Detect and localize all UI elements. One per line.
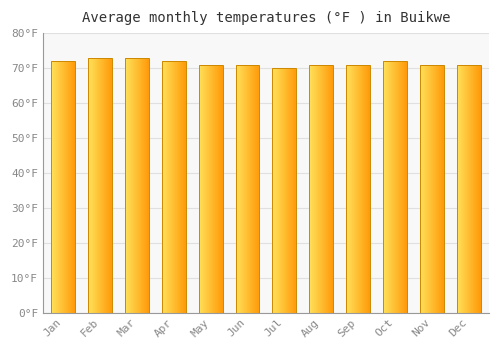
Title: Average monthly temperatures (°F ) in Buikwe: Average monthly temperatures (°F ) in Bu…	[82, 11, 450, 25]
Bar	[88, 58, 112, 313]
Bar	[52, 61, 75, 313]
Bar	[309, 65, 333, 313]
Bar	[236, 65, 260, 313]
Bar	[383, 61, 407, 313]
Bar	[162, 61, 186, 313]
Bar	[198, 65, 222, 313]
Bar	[125, 58, 149, 313]
Bar	[272, 68, 296, 313]
Bar	[420, 65, 444, 313]
Bar	[456, 65, 480, 313]
Bar	[346, 65, 370, 313]
